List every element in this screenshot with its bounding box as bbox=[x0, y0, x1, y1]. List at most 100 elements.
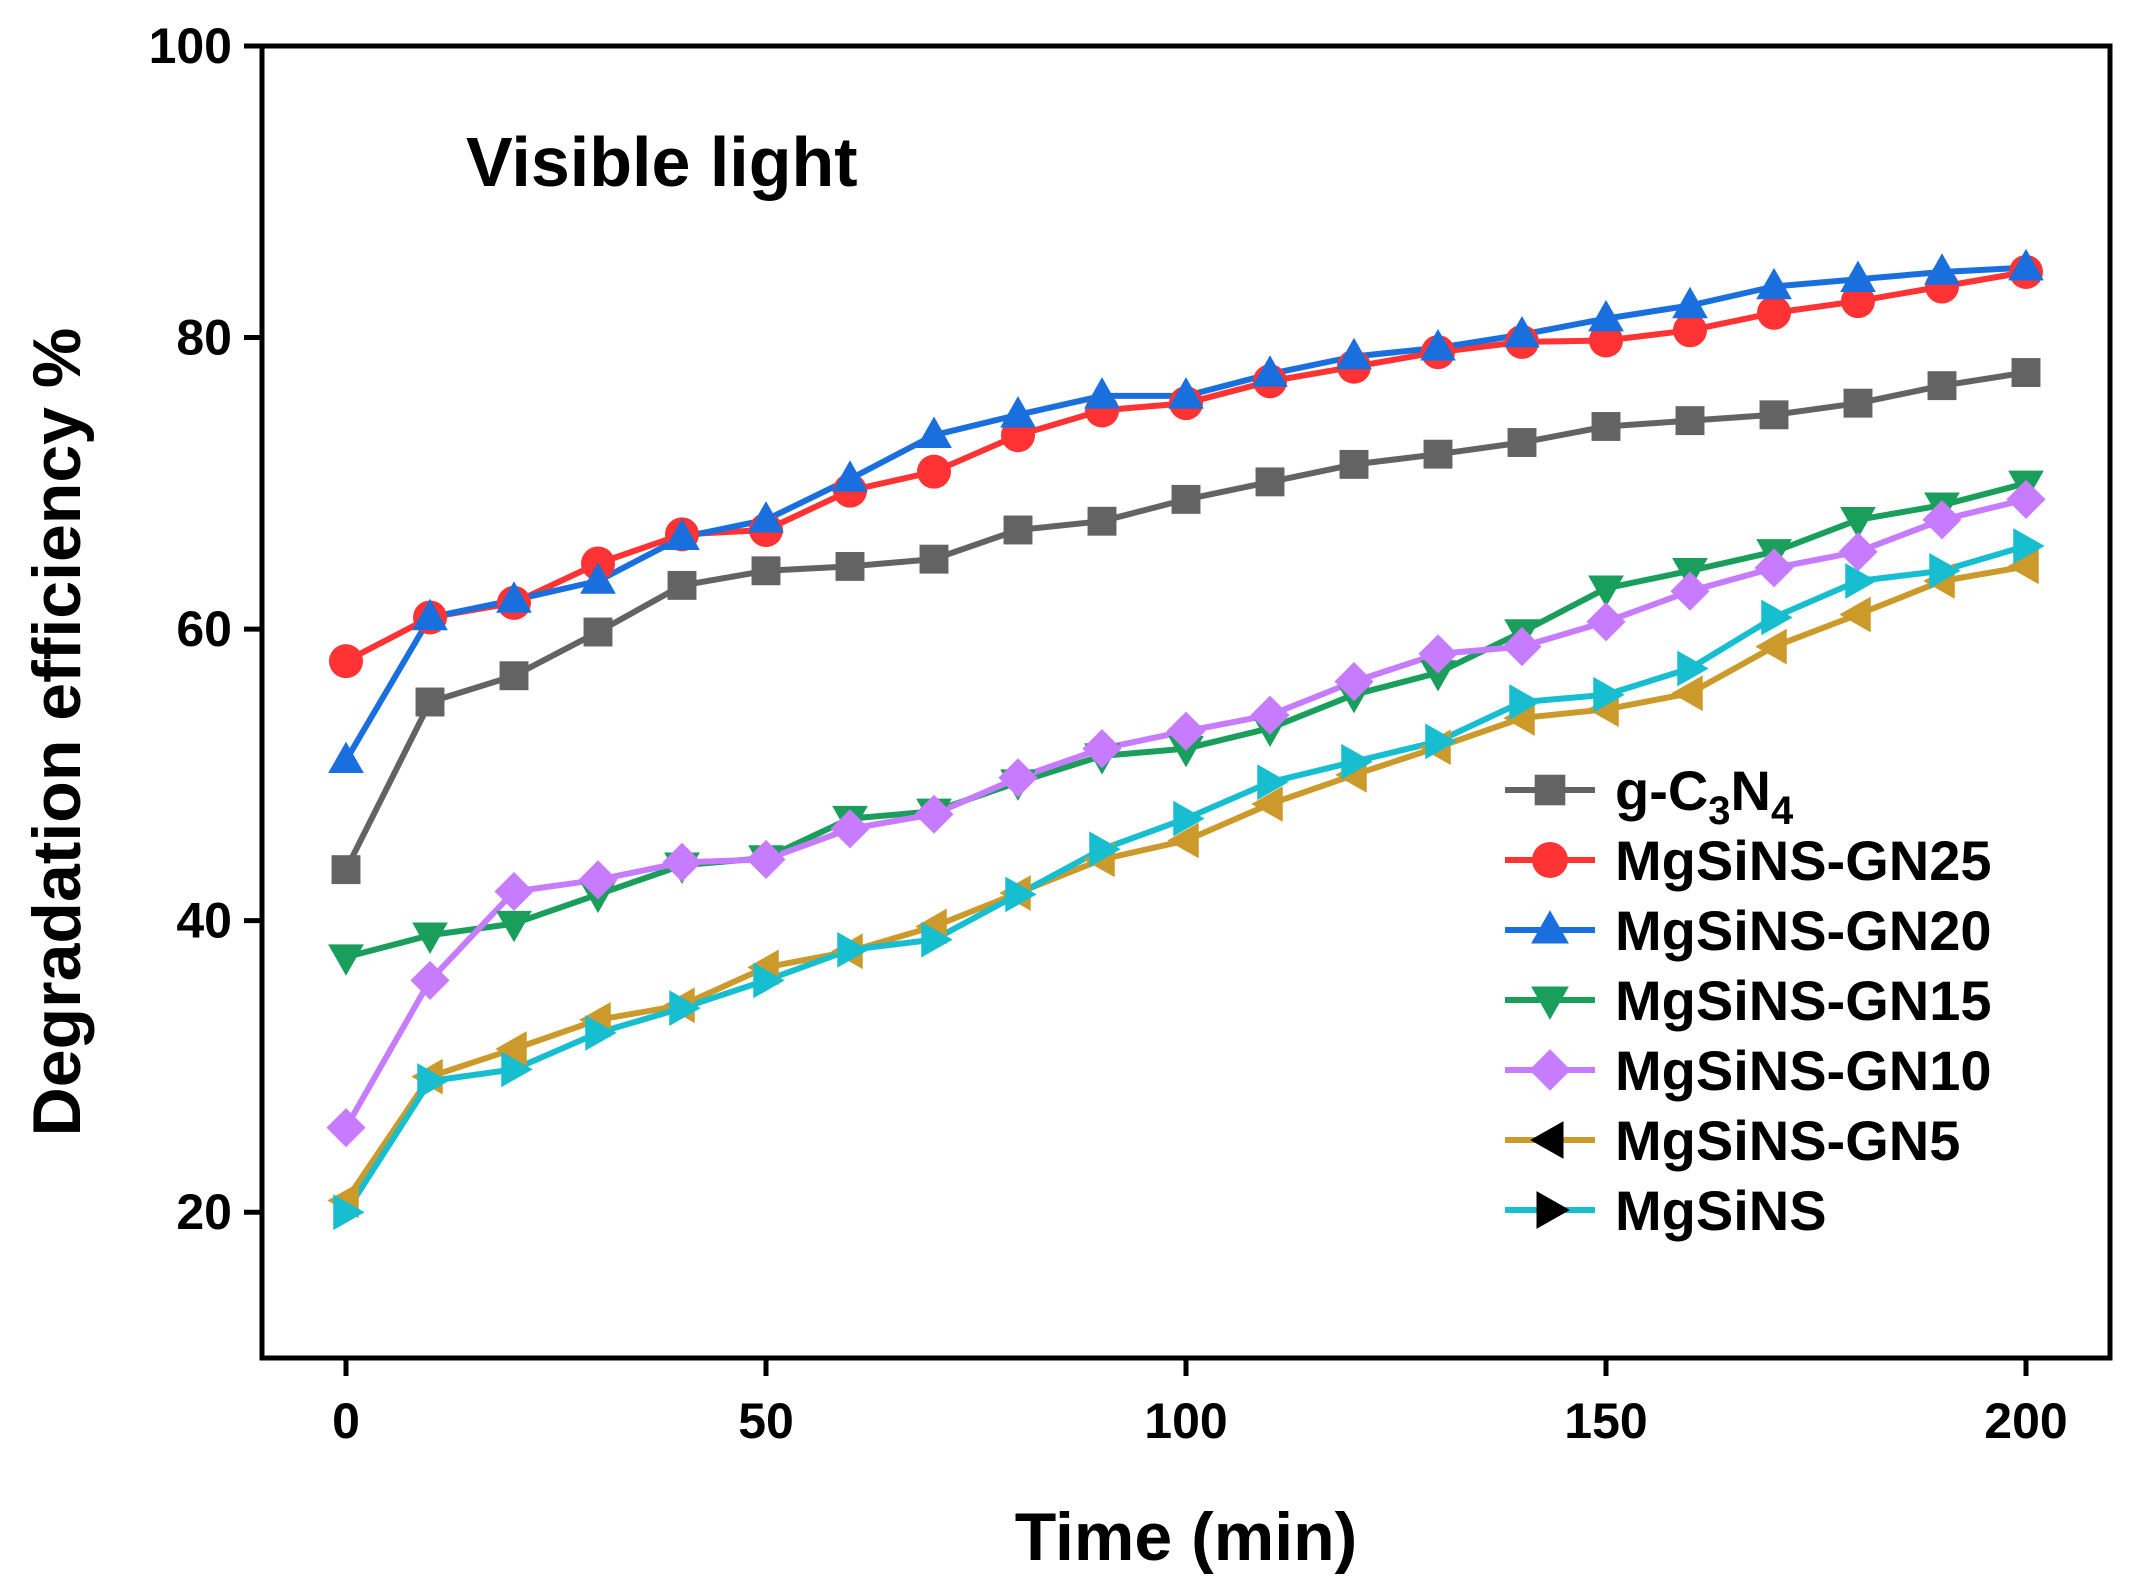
data-point-g-c3n4 bbox=[1087, 506, 1117, 536]
legend-marker-mgsins bbox=[1536, 1191, 1570, 1229]
data-point-mgsins-gn15 bbox=[412, 922, 448, 954]
data-point-mgsins-gn10 bbox=[1586, 602, 1626, 642]
legend-label-mgsins-gn20: MgSiNS-GN20 bbox=[1615, 899, 1992, 962]
data-point-mgsins bbox=[669, 990, 701, 1026]
data-point-mgsins-gn10 bbox=[1334, 662, 1374, 702]
legend-label-part: N bbox=[1731, 759, 1771, 822]
legend-label-g-c3n4: g-C3N4 bbox=[1615, 759, 1794, 833]
data-point-mgsins-gn10 bbox=[578, 860, 618, 900]
text-layer: 0 50 100 150 200 20 40 60 80 100 Time (min) Degrada… bbox=[19, 18, 2068, 1575]
data-point-mgsins bbox=[1341, 743, 1373, 780]
data-point-mgsins-gn10 bbox=[1754, 548, 1794, 588]
x-tick-label: 100 bbox=[1144, 1393, 1227, 1449]
data-point-mgsins-gn15 bbox=[328, 944, 364, 976]
data-point-mgsins-gn20 bbox=[328, 741, 364, 774]
legend-label-mgsins-gn10: MgSiNS-GN10 bbox=[1615, 1039, 1992, 1102]
y-tick-label: 100 bbox=[149, 18, 232, 74]
data-point-mgsins bbox=[333, 1194, 365, 1231]
data-point-mgsins-gn20 bbox=[664, 518, 700, 551]
data-point-mgsins-gn20 bbox=[1000, 396, 1036, 428]
data-point-mgsins-gn10 bbox=[1418, 634, 1458, 674]
x-tick-label: 0 bbox=[332, 1393, 360, 1449]
x-tick-label: 200 bbox=[1984, 1393, 2067, 1449]
y-axis-title: Degradation efficiency % bbox=[19, 328, 95, 1137]
data-point-mgsins-gn25 bbox=[1673, 313, 1707, 348]
legend-label-mgsins-gn25: MgSiNS-GN25 bbox=[1615, 829, 1992, 892]
data-point-mgsins-gn10 bbox=[746, 839, 786, 879]
y-tick-label: 80 bbox=[176, 310, 232, 366]
legend-marker-g-c3n4 bbox=[1534, 774, 1566, 806]
data-point-g-c3n4 bbox=[667, 570, 697, 600]
y-tick-label: 60 bbox=[176, 601, 232, 657]
legend-label-subscript: 3 bbox=[1708, 789, 1730, 833]
data-point-mgsins-gn15 bbox=[1840, 507, 1876, 539]
legend-label-subscript: 4 bbox=[1771, 789, 1794, 833]
data-point-g-c3n4 bbox=[1171, 484, 1201, 514]
data-point-mgsins bbox=[1089, 831, 1121, 868]
data-point-mgsins bbox=[753, 962, 785, 999]
data-point-mgsins-gn10 bbox=[1502, 627, 1542, 667]
data-point-mgsins-gn20 bbox=[1504, 315, 1540, 348]
data-point-mgsins-gn25 bbox=[329, 644, 363, 679]
legend-label-mgsins-gn5: MgSiNS-GN5 bbox=[1615, 1109, 1960, 1172]
data-point-mgsins-gn5 bbox=[1755, 628, 1787, 665]
data-point-mgsins bbox=[1593, 676, 1625, 713]
data-point-mgsins bbox=[585, 1015, 617, 1051]
data-point-g-c3n4 bbox=[1423, 439, 1453, 469]
data-point-g-c3n4 bbox=[1843, 388, 1873, 418]
data-point-mgsins-gn5 bbox=[2007, 548, 2039, 585]
data-point-g-c3n4 bbox=[2011, 358, 2041, 387]
data-point-mgsins-gn25 bbox=[1757, 295, 1791, 330]
legend-marker-mgsins-gn5 bbox=[1530, 1121, 1564, 1159]
data-point-mgsins bbox=[2013, 528, 2045, 564]
data-point-g-c3n4 bbox=[751, 556, 781, 586]
data-point-mgsins-gn20 bbox=[580, 562, 616, 594]
data-point-g-c3n4 bbox=[415, 687, 445, 717]
data-point-mgsins-gn20 bbox=[1672, 286, 1708, 319]
data-point-mgsins bbox=[1509, 684, 1541, 720]
data-point-mgsins-gn20 bbox=[1336, 337, 1372, 370]
data-point-mgsins-gn10 bbox=[2006, 479, 2046, 519]
data-point-mgsins-gn20 bbox=[748, 501, 784, 533]
data-point-mgsins-gn20 bbox=[1756, 267, 1792, 300]
x-tick-label: 150 bbox=[1564, 1393, 1647, 1449]
data-point-mgsins-gn25 bbox=[1841, 284, 1875, 319]
data-point-mgsins-gn5 bbox=[495, 1031, 527, 1067]
data-point-mgsins-gn5 bbox=[1671, 675, 1703, 712]
data-point-mgsins bbox=[921, 921, 953, 958]
data-point-mgsins-gn5 bbox=[1167, 822, 1199, 859]
data-point-mgsins-gn15 bbox=[1420, 660, 1456, 692]
y-tick-label: 40 bbox=[176, 893, 232, 949]
data-point-mgsins-gn10 bbox=[1922, 500, 1962, 540]
data-point-mgsins-gn25 bbox=[917, 454, 951, 489]
data-point-mgsins bbox=[1761, 599, 1793, 636]
data-point-mgsins-gn20 bbox=[916, 416, 952, 448]
data-point-mgsins bbox=[1425, 723, 1457, 760]
data-point-mgsins bbox=[1005, 876, 1037, 913]
data-point-g-c3n4 bbox=[1675, 406, 1705, 436]
data-point-g-c3n4 bbox=[499, 661, 529, 691]
data-point-g-c3n4 bbox=[835, 551, 865, 581]
data-point-mgsins-gn15 bbox=[1168, 735, 1204, 768]
data-point-mgsins-gn10 bbox=[914, 794, 954, 834]
data-point-g-c3n4 bbox=[1759, 400, 1789, 430]
data-point-mgsins-gn15 bbox=[496, 910, 532, 943]
legend-marker-mgsins-gn10 bbox=[1529, 1049, 1571, 1091]
data-point-mgsins-gn20 bbox=[1420, 329, 1456, 361]
data-point-mgsins bbox=[501, 1051, 533, 1088]
y-tick-label: 20 bbox=[176, 1184, 232, 1240]
data-point-g-c3n4 bbox=[1339, 449, 1369, 479]
data-point-mgsins-gn5 bbox=[1839, 596, 1871, 633]
data-point-mgsins-gn20 bbox=[1840, 260, 1876, 292]
data-point-mgsins-gn20 bbox=[412, 598, 448, 631]
data-point-mgsins bbox=[1929, 552, 1961, 589]
data-point-mgsins bbox=[1173, 800, 1205, 837]
data-point-mgsins-gn20 bbox=[1588, 299, 1624, 332]
data-point-mgsins bbox=[1677, 650, 1709, 687]
data-point-mgsins-gn15 bbox=[1588, 575, 1624, 607]
data-point-mgsins-gn10 bbox=[494, 871, 534, 912]
